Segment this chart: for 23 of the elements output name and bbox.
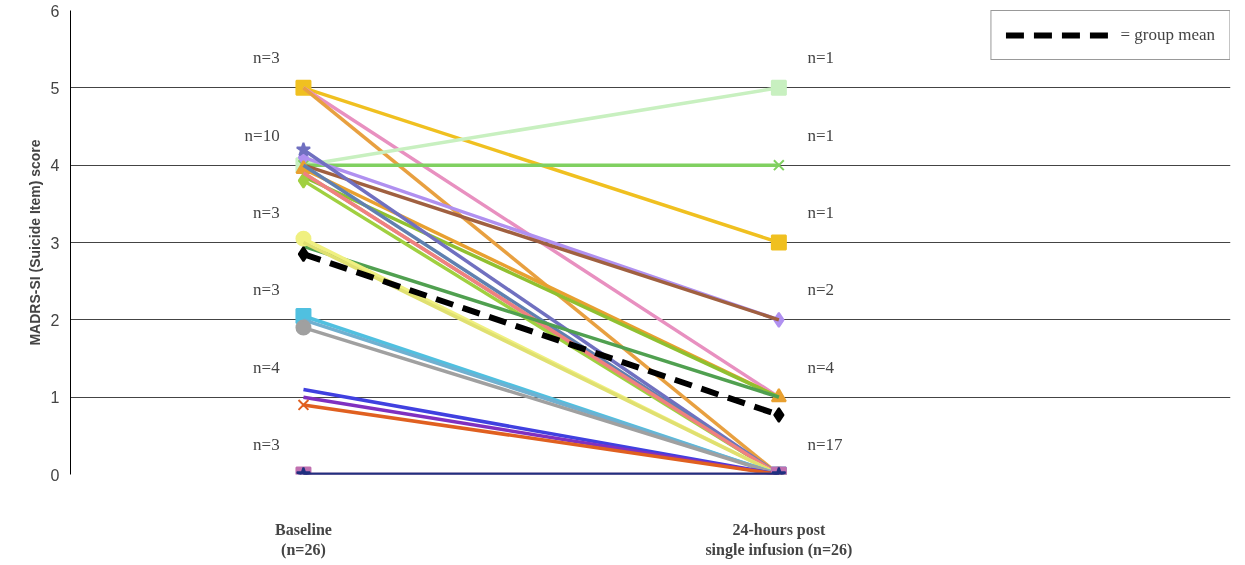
y-tick-label: 0 (50, 466, 60, 484)
y-tick-label: 2 (50, 311, 60, 329)
annotation: n=3 (253, 435, 280, 454)
annotation: n=3 (253, 48, 280, 68)
annotation: n=4 (253, 357, 281, 377)
annotation: n=1 (807, 203, 834, 222)
annotation: n=4 (807, 357, 835, 377)
annotation: n=10 (244, 125, 280, 145)
x-tick-label: 24-hours post single infusion (n=26) (705, 520, 853, 559)
annotation: n=1 (807, 125, 834, 145)
annotation: n=2 (807, 280, 834, 300)
y-axis-title: MADRS-SI (Suicide Item) score (26, 139, 43, 346)
y-tick-label: 5 (50, 79, 60, 97)
y-tick-label: 6 (50, 2, 60, 20)
annotation: n=1 (807, 48, 834, 68)
x-tick-label: Baseline (n=26) (275, 520, 332, 559)
annotation: n=17 (807, 435, 843, 454)
y-tick-label: 4 (50, 157, 60, 175)
text: = group mean (1120, 25, 1215, 45)
annotation: n=3 (253, 203, 280, 222)
y-tick-label: 3 (50, 234, 60, 252)
annotation: n=3 (253, 280, 280, 300)
y-tick-label: 1 (50, 389, 60, 407)
